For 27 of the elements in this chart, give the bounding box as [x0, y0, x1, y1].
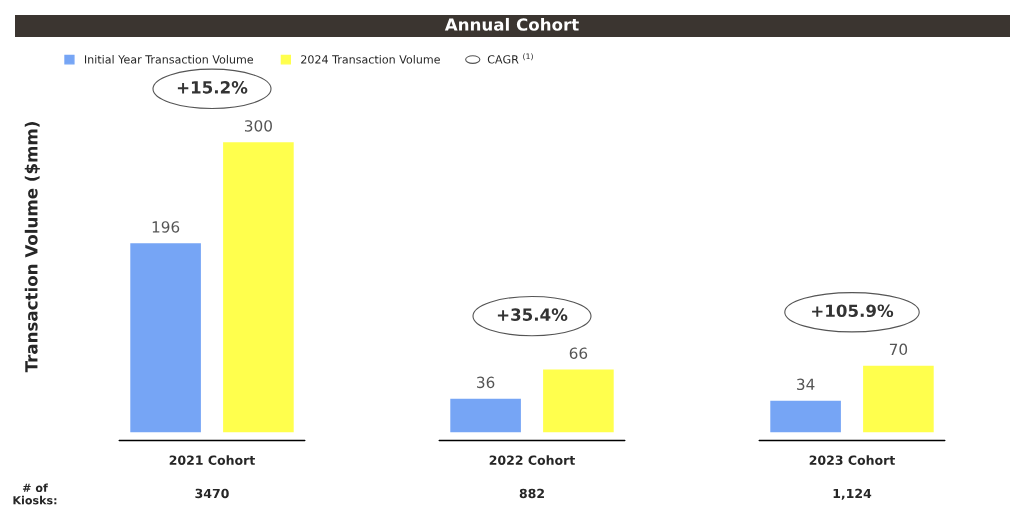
bar: [768, 399, 843, 433]
data-label: 196: [152, 221, 180, 233]
x-tick-label: 2021 Cohort: [169, 455, 255, 465]
data-label: 300: [244, 120, 272, 132]
bar: [861, 364, 936, 433]
legend-label: 2024 Transaction Volume: [301, 55, 440, 64]
y-axis-title: Transaction Volume ($mm): [24, 122, 40, 373]
text: # of Kiosks:: [13, 483, 57, 505]
data-label: 66: [569, 347, 588, 359]
bar: [541, 368, 616, 433]
bar: [448, 397, 523, 433]
text: 1,124: [833, 488, 872, 500]
annotation: +35.4%: [497, 308, 568, 321]
annotation: +105.9%: [812, 304, 894, 318]
data-label: 70: [889, 343, 908, 356]
data-label: 36: [477, 376, 495, 389]
bar: [221, 140, 296, 433]
text: 882: [519, 488, 544, 499]
text: 3470: [195, 488, 229, 499]
x-tick-label: 2023 Cohort: [809, 455, 895, 465]
chart-title: Annual Cohort: [444, 17, 579, 31]
legend-label: Initial Year Transaction Volume: [84, 55, 254, 64]
bar: [128, 241, 203, 433]
text: +15.2%: [177, 81, 248, 94]
x-tick-label: 2022 Cohort: [489, 455, 575, 465]
text: CAGR $^{(1)}$: [487, 53, 533, 64]
data-label: 34: [797, 378, 815, 391]
